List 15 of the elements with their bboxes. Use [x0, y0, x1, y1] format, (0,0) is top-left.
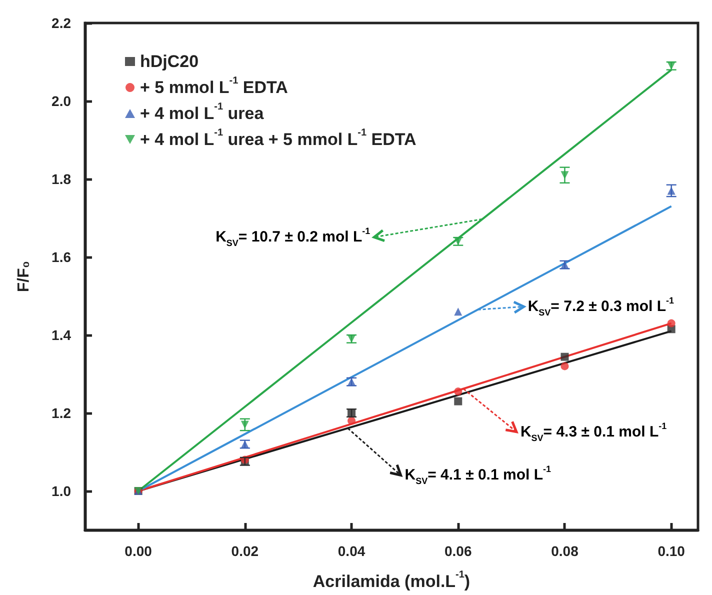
y-tick-label: 1.2: [52, 405, 72, 421]
x-tick-label: 0.00: [124, 543, 152, 559]
x-tick-label: 0.10: [658, 543, 686, 559]
y-tick-label: 2.2: [52, 15, 72, 31]
y-tick-label: 2.0: [52, 93, 72, 109]
y-tick-label: 1.4: [52, 327, 72, 343]
y-tick-label: 1.6: [52, 249, 72, 265]
legend-label: hDjC20: [140, 52, 199, 71]
y-tick-label: 1.0: [52, 483, 72, 499]
y-tick-label: 1.8: [52, 171, 72, 187]
x-tick-label: 0.02: [231, 543, 259, 559]
x-tick-label: 0.06: [444, 543, 472, 559]
x-tick-label: 0.04: [338, 543, 366, 559]
x-tick-label: 0.08: [551, 543, 579, 559]
y-axis-title: F/F₀: [16, 260, 32, 292]
